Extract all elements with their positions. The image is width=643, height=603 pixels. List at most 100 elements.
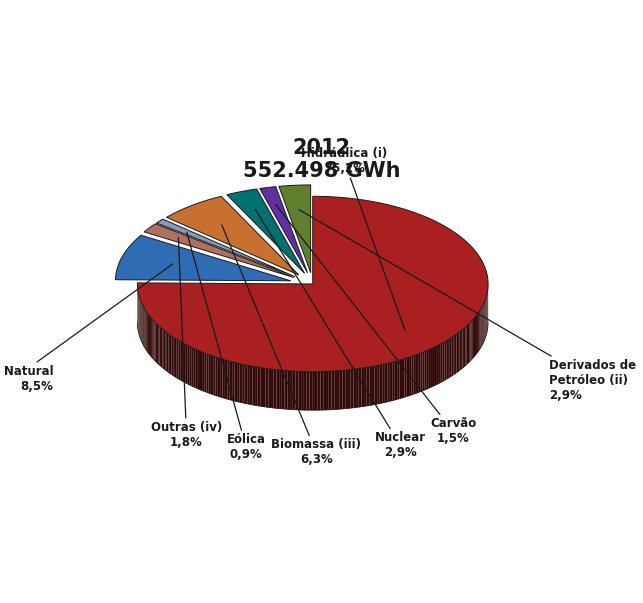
Polygon shape <box>156 323 157 363</box>
Polygon shape <box>372 366 375 405</box>
Polygon shape <box>206 354 209 393</box>
Polygon shape <box>345 370 348 409</box>
Polygon shape <box>439 344 441 384</box>
Polygon shape <box>483 304 484 344</box>
Polygon shape <box>190 347 192 386</box>
Polygon shape <box>337 371 340 409</box>
Polygon shape <box>309 371 312 410</box>
Polygon shape <box>307 371 309 410</box>
Polygon shape <box>222 359 225 399</box>
Polygon shape <box>451 336 453 376</box>
Polygon shape <box>412 356 413 395</box>
Polygon shape <box>457 333 458 373</box>
Polygon shape <box>184 344 186 383</box>
Polygon shape <box>177 339 179 379</box>
Polygon shape <box>424 350 427 390</box>
Polygon shape <box>240 364 242 403</box>
Polygon shape <box>165 332 167 371</box>
Polygon shape <box>138 197 488 371</box>
Polygon shape <box>159 327 161 367</box>
Polygon shape <box>195 349 198 389</box>
Polygon shape <box>473 318 474 358</box>
Polygon shape <box>211 355 213 395</box>
Polygon shape <box>151 318 152 358</box>
Polygon shape <box>156 219 295 277</box>
Polygon shape <box>285 370 287 409</box>
Polygon shape <box>472 320 473 359</box>
Polygon shape <box>260 187 307 273</box>
Polygon shape <box>476 315 477 355</box>
Polygon shape <box>172 336 173 376</box>
Text: Nuclear
2,9%: Nuclear 2,9% <box>255 209 426 459</box>
Polygon shape <box>475 316 476 356</box>
Polygon shape <box>356 368 359 408</box>
Polygon shape <box>323 371 326 410</box>
Polygon shape <box>188 346 190 385</box>
Polygon shape <box>143 306 144 346</box>
Polygon shape <box>150 317 151 356</box>
Polygon shape <box>479 311 480 350</box>
Polygon shape <box>441 343 442 382</box>
Polygon shape <box>387 363 390 402</box>
Polygon shape <box>274 370 276 408</box>
Polygon shape <box>326 371 329 410</box>
Polygon shape <box>242 364 245 403</box>
Polygon shape <box>471 321 472 361</box>
Polygon shape <box>271 369 274 408</box>
Polygon shape <box>460 330 461 370</box>
Polygon shape <box>468 323 469 364</box>
Polygon shape <box>380 364 383 403</box>
Polygon shape <box>377 365 380 404</box>
Polygon shape <box>348 370 350 408</box>
Polygon shape <box>462 329 464 368</box>
Polygon shape <box>161 328 163 368</box>
Text: Derivados de
Petróleo (ii)
2,9%: Derivados de Petróleo (ii) 2,9% <box>299 210 637 402</box>
Polygon shape <box>375 365 377 405</box>
Polygon shape <box>431 348 433 387</box>
Polygon shape <box>180 341 182 381</box>
Text: 2012: 2012 <box>293 139 350 159</box>
Polygon shape <box>282 370 285 409</box>
Polygon shape <box>404 358 407 397</box>
Polygon shape <box>173 337 175 377</box>
Polygon shape <box>148 314 149 354</box>
Polygon shape <box>361 368 364 407</box>
Polygon shape <box>163 329 164 369</box>
Polygon shape <box>390 362 392 402</box>
Polygon shape <box>258 367 260 406</box>
Polygon shape <box>200 351 202 391</box>
Polygon shape <box>248 365 250 405</box>
Polygon shape <box>144 224 294 277</box>
Polygon shape <box>260 368 263 406</box>
Polygon shape <box>399 359 402 399</box>
Polygon shape <box>192 347 194 387</box>
Polygon shape <box>421 352 422 392</box>
Polygon shape <box>343 370 345 409</box>
Text: Biomassa (iii)
6,3%: Biomassa (iii) 6,3% <box>222 225 361 466</box>
Polygon shape <box>268 369 271 408</box>
Text: Outras (iv)
1,8%: Outras (iv) 1,8% <box>151 238 222 449</box>
Polygon shape <box>145 310 146 350</box>
Polygon shape <box>198 350 200 390</box>
Polygon shape <box>154 322 156 362</box>
Polygon shape <box>359 368 361 407</box>
Polygon shape <box>461 330 462 369</box>
Polygon shape <box>367 367 369 406</box>
Polygon shape <box>255 367 258 406</box>
Polygon shape <box>204 353 206 393</box>
Polygon shape <box>298 371 301 410</box>
Polygon shape <box>446 339 448 379</box>
Polygon shape <box>332 371 334 409</box>
Polygon shape <box>429 349 431 388</box>
Polygon shape <box>220 358 222 398</box>
Polygon shape <box>318 371 320 410</box>
Polygon shape <box>253 366 255 405</box>
Polygon shape <box>290 371 293 409</box>
Polygon shape <box>466 326 467 366</box>
Polygon shape <box>450 338 451 377</box>
Polygon shape <box>437 345 439 385</box>
Polygon shape <box>164 330 165 370</box>
Polygon shape <box>427 350 429 389</box>
Polygon shape <box>158 326 159 365</box>
Polygon shape <box>266 368 268 408</box>
